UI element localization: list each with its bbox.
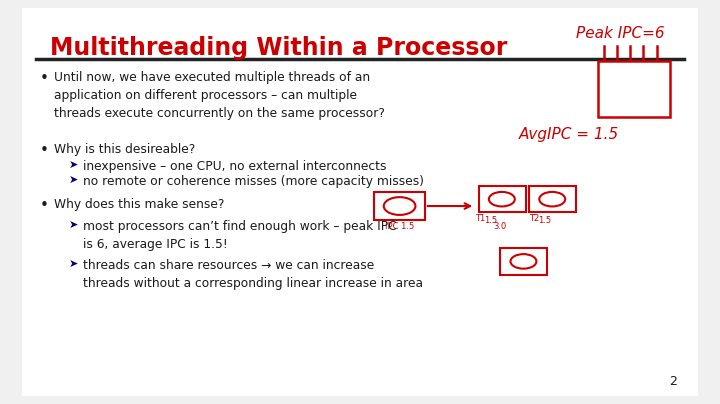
- Text: 3.0: 3.0: [493, 222, 506, 231]
- Text: ➤: ➤: [68, 220, 78, 230]
- Circle shape: [384, 197, 415, 215]
- Bar: [529, 186, 576, 212]
- Text: inexpensive – one CPU, no external interconnects: inexpensive – one CPU, no external inter…: [83, 160, 387, 173]
- Text: •: •: [40, 71, 48, 86]
- Text: T2: T2: [529, 214, 539, 223]
- Text: ➤: ➤: [68, 259, 78, 269]
- Text: Why is this desireable?: Why is this desireable?: [54, 143, 195, 156]
- Text: •: •: [40, 143, 48, 158]
- Text: AvgIPC = 1.5: AvgIPC = 1.5: [518, 127, 618, 142]
- Circle shape: [539, 192, 565, 206]
- Text: threads can share resources → we can increase
threads without a corresponding li: threads can share resources → we can inc…: [83, 259, 423, 290]
- Text: 2: 2: [669, 375, 677, 388]
- Bar: [479, 186, 526, 212]
- Text: T1: T1: [475, 214, 485, 223]
- Text: Why does this make sense?: Why does this make sense?: [54, 198, 225, 211]
- Text: Multithreading Within a Processor: Multithreading Within a Processor: [50, 36, 508, 60]
- Bar: [500, 248, 547, 275]
- Text: 1.5: 1.5: [538, 216, 551, 225]
- Text: ➤: ➤: [68, 160, 78, 170]
- Text: ➤: ➤: [68, 175, 78, 185]
- Text: no remote or coherence misses (more capacity misses): no remote or coherence misses (more capa…: [83, 175, 424, 188]
- Text: •: •: [40, 198, 48, 213]
- Text: Peak IPC=6: Peak IPC=6: [576, 26, 665, 41]
- Text: IPC 1.5: IPC 1.5: [385, 222, 415, 231]
- Circle shape: [510, 254, 536, 269]
- Bar: [374, 192, 425, 220]
- Bar: [598, 61, 670, 117]
- Text: most processors can’t find enough work – peak IPC
is 6, average IPC is 1.5!: most processors can’t find enough work –…: [83, 220, 397, 251]
- Text: Until now, we have executed multiple threads of an
application on different proc: Until now, we have executed multiple thr…: [54, 71, 385, 120]
- Text: 1.5: 1.5: [485, 216, 498, 225]
- Circle shape: [489, 192, 515, 206]
